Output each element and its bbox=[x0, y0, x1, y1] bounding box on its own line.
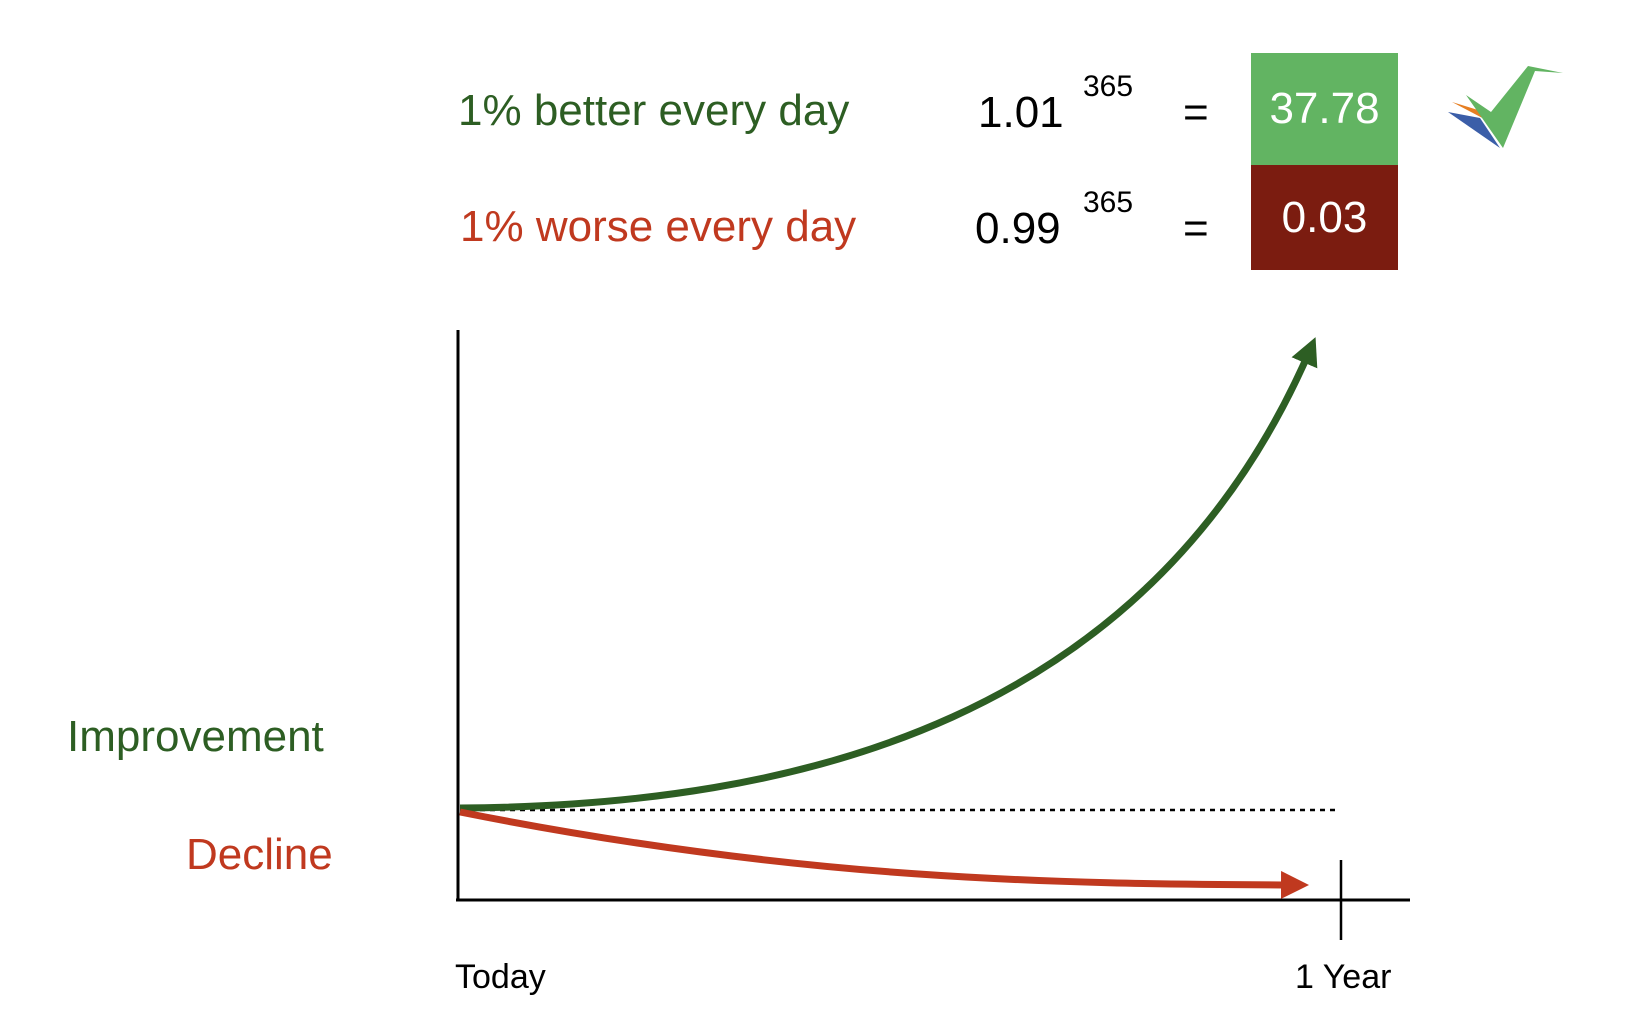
decline-curve bbox=[459, 808, 1309, 899]
decline-legend: Decline bbox=[186, 830, 333, 879]
better-base: 1.01 bbox=[978, 88, 1064, 137]
worse-exponent: 365 bbox=[1083, 186, 1134, 219]
better-result-box: 37.78 bbox=[1251, 53, 1398, 165]
worse-base: 0.99 bbox=[975, 204, 1061, 253]
axis-end-label: 1 Year bbox=[1295, 958, 1392, 996]
worse-result-box: 0.03 bbox=[1251, 165, 1398, 270]
better-label: 1% better every day bbox=[458, 86, 850, 135]
improvement-legend: Improvement bbox=[67, 712, 324, 761]
better-exponent: 365 bbox=[1083, 70, 1134, 103]
improvement-curve bbox=[459, 337, 1318, 812]
axis-start-label: Today bbox=[455, 958, 546, 996]
better-equals: = bbox=[1183, 88, 1209, 137]
worse-label: 1% worse every day bbox=[460, 202, 857, 251]
checkmark-logo-icon bbox=[1448, 66, 1563, 148]
worse-equals: = bbox=[1183, 204, 1209, 253]
